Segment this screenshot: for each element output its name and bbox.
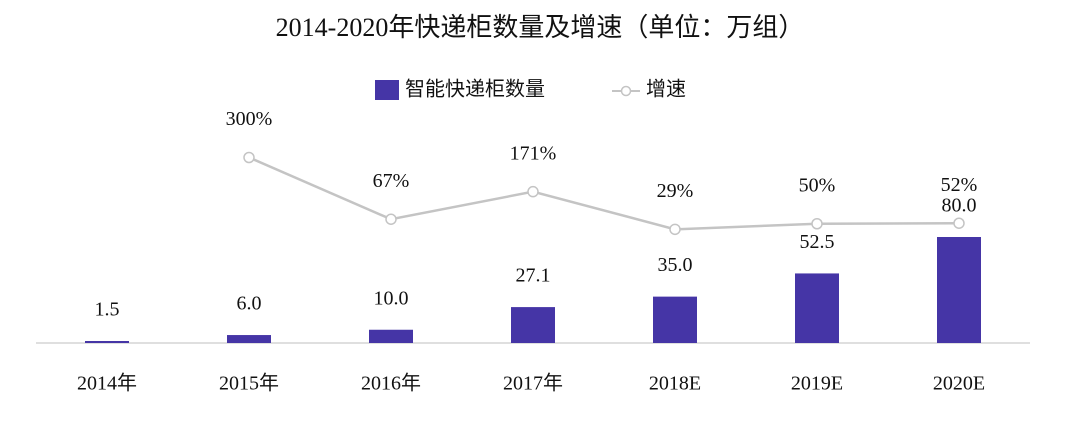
legend-marker bbox=[620, 85, 632, 97]
bar-value-label: 52.5 bbox=[800, 231, 835, 253]
line-marker bbox=[953, 217, 965, 229]
bar-value-label: 10.0 bbox=[374, 287, 409, 309]
bar bbox=[227, 335, 271, 343]
line-marker bbox=[385, 213, 397, 225]
line-marker bbox=[243, 151, 255, 164]
legend-label: 增速 bbox=[646, 78, 686, 101]
x-tick-label: 2014年 bbox=[77, 372, 137, 395]
x-tick-label: 2020E bbox=[933, 373, 985, 395]
line-value-label: 52% bbox=[941, 174, 978, 196]
line-marker bbox=[669, 223, 681, 236]
chart-title: 2014-2020年快递柜数量及增速（单位：万组） bbox=[276, 13, 805, 42]
x-tick-label: 2019E bbox=[791, 373, 843, 395]
bar-value-label: 35.0 bbox=[658, 254, 693, 276]
bar bbox=[653, 296, 697, 343]
x-tick-label: 2017年 bbox=[503, 372, 563, 395]
bar bbox=[795, 273, 839, 343]
x-tick-label: 2018E bbox=[649, 373, 701, 395]
line-value-label: 50% bbox=[799, 174, 836, 196]
legend-label: 智能快递柜数量 bbox=[405, 78, 545, 101]
line-marker bbox=[811, 218, 823, 230]
growth-line bbox=[248, 156, 960, 231]
bar-value-label: 6.0 bbox=[237, 293, 262, 315]
bar-value-label: 80.0 bbox=[942, 195, 977, 217]
bar bbox=[369, 329, 413, 343]
line-value-label: 171% bbox=[510, 142, 557, 164]
line-value-label: 67% bbox=[373, 170, 410, 192]
line-value-label: 29% bbox=[657, 180, 694, 202]
bar bbox=[937, 237, 981, 343]
x-tick-label: 2016年 bbox=[361, 372, 421, 395]
bar-value-label: 27.1 bbox=[516, 265, 551, 287]
legend-swatch bbox=[375, 80, 399, 100]
x-tick-label: 2015年 bbox=[219, 372, 279, 395]
line-marker bbox=[527, 185, 539, 198]
bar-value-label: 1.5 bbox=[95, 299, 120, 321]
bar bbox=[85, 341, 129, 343]
bar bbox=[511, 307, 555, 343]
line-value-label: 300% bbox=[226, 108, 273, 130]
